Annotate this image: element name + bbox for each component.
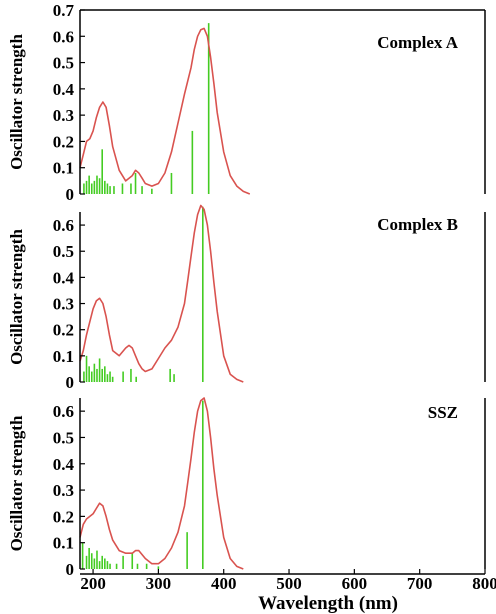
y-tick-label: 0.7 <box>53 1 75 20</box>
y-tick-label: 0.6 <box>53 402 74 421</box>
y-tick-label: 0.4 <box>53 455 75 474</box>
panels-group: 0 0.1 0.2 0.3 0.4 0.5 0.6 0.7 Oscillator strengt… <box>7 1 486 579</box>
y-tick-label: 0.6 <box>53 216 74 235</box>
y-tick-label: 0.6 <box>53 27 74 46</box>
y-tick-label: 0.1 <box>53 159 74 178</box>
spectrum-curve <box>79 204 244 383</box>
y-tick-label: 0.5 <box>53 428 74 447</box>
panel-title: Complex A <box>377 33 458 52</box>
y-tick-label: 0.2 <box>53 507 74 526</box>
x-tick-label: 400 <box>211 574 237 593</box>
x-axis: 200 300 400 500 600 700 800 <box>80 569 496 593</box>
y-axis-title: Oscillator strength <box>7 229 26 365</box>
y-tick-label: 0.5 <box>53 242 74 261</box>
y-axis-title: Oscillator strength <box>7 34 26 170</box>
panel-1: 0 0.1 0.2 0.3 0.4 0.5 0.6 0.7 Oscillator strengt… <box>7 1 486 204</box>
y-tick-label: 0.4 <box>53 80 75 99</box>
panel-title: SSZ <box>428 403 458 422</box>
y-tick-label: 0 <box>66 560 75 579</box>
y-tick-label: 0 <box>66 185 75 204</box>
y-axis-title: Oscillator strength <box>7 415 26 551</box>
x-tick-label: 500 <box>276 574 302 593</box>
y-tick-label: 0.1 <box>53 534 74 553</box>
y-tick-label: 0 <box>66 373 75 392</box>
y-tick-label: 0.3 <box>53 295 74 314</box>
spectrum-curve <box>79 397 244 570</box>
y-tick-label: 0.2 <box>53 132 74 151</box>
panel-title: Complex B <box>377 215 458 234</box>
y-tick-label: 0.3 <box>53 106 74 125</box>
x-tick-label: 600 <box>342 574 368 593</box>
x-tick-label: 300 <box>146 574 172 593</box>
x-tick-label: 800 <box>472 574 496 593</box>
x-tick-label: 200 <box>80 574 106 593</box>
panel-2: 0 0.1 0.2 0.3 0.4 0.5 0.6 Oscillator strength Co… <box>7 204 486 392</box>
y-tick-label: 0.1 <box>53 347 74 366</box>
y-tick-label: 0.2 <box>53 321 74 340</box>
y-tick-label: 0.4 <box>53 268 75 287</box>
x-tick-label: 700 <box>407 574 433 593</box>
y-tick-label: 0.5 <box>53 54 74 73</box>
y-tick-label: 0.3 <box>53 481 74 500</box>
panel-3: 0 0.1 0.2 0.3 0.4 0.5 0.6 Oscillator strength SS… <box>7 397 486 579</box>
x-axis-title: Wavelength (nm) <box>258 593 398 614</box>
spectrum-curve <box>79 27 251 195</box>
